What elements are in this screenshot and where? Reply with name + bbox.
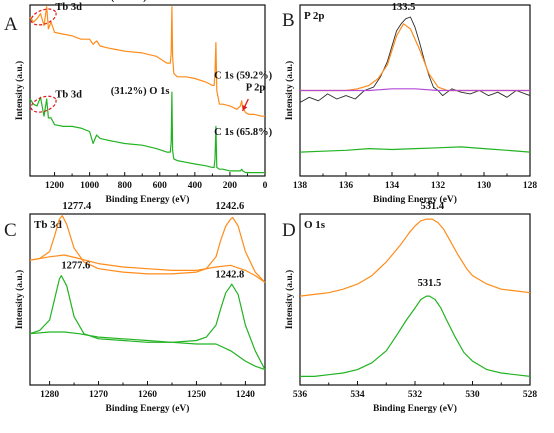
series-line-b-3 [300, 88, 530, 92]
panel-c: Tb 3d 1280 1270 1260 1250 1240 Binding Energy … [14, 201, 266, 414]
x-axis-label-c: Binding Energy (eV) [106, 403, 190, 414]
panel-label-d: D [282, 220, 296, 241]
x-tick-label-a: 0 [263, 181, 268, 191]
series-line-a-2 [29, 91, 265, 174]
annotation-c-3: 1277.6 [61, 261, 90, 272]
x-tick-label-c: 1260 [138, 390, 157, 400]
plot-frame-d [299, 213, 531, 386]
tb3d-highlight-ellipse-top [30, 8, 57, 26]
x-tick-label-c: 1250 [187, 390, 206, 400]
annotation-a-3: C 1s (59.2%) [214, 71, 273, 82]
annotation-b-1: 133.5 [392, 2, 416, 13]
panel-b: P 2p 138 136 134 132 130 128 Binding Energy (eV… [284, 2, 537, 205]
series-line-b-2 [300, 23, 530, 92]
series-line-b-1 [299, 16, 531, 103]
plot-frame-c [29, 213, 266, 386]
y-axis-label-d: Intensity (a.u.) [284, 270, 295, 329]
annotation-a-4: P 2p [246, 83, 266, 94]
x-tick-label-d: 528 [523, 390, 538, 400]
annotation-a-6: (31.2%) O 1s [111, 86, 170, 97]
x-axis-label-a: Binding Energy (eV) [106, 194, 190, 205]
annotation-a-1: Tb 3d [55, 2, 82, 13]
annotation-d-1: 531.4 [420, 201, 444, 212]
annotation-a-2: (35.2%) O 1s [111, 0, 170, 3]
x-tick-label-a: 400 [188, 181, 203, 191]
x-tick-label-b: 138 [293, 181, 308, 191]
x-axis-label-d: Binding Energy (eV) [373, 403, 457, 414]
x-tick-label-c: 1270 [89, 390, 108, 400]
y-axis-label-c: Intensity (a.u.) [14, 270, 25, 329]
x-tick-label-b: 134 [385, 181, 400, 191]
x-tick-label-c: 1240 [236, 390, 255, 400]
panel-d: O 1s 536 534 532 530 528 Binding Energy (eV) In… [284, 201, 537, 414]
x-tick-label-d: 536 [293, 390, 308, 400]
panel-label-b: B [282, 10, 295, 31]
annotation-d-2: 531.5 [418, 278, 442, 289]
x-tick-label-b: 132 [431, 181, 446, 191]
x-tick-label-c: 1280 [40, 390, 59, 400]
panel-label-a: A [4, 14, 18, 35]
annotation-a-7: C 1s (65.8%) [214, 127, 273, 138]
x-tick-label-b: 128 [523, 181, 538, 191]
y-axis-label-b: Intensity (a.u.) [284, 61, 295, 120]
tb3d-highlight-ellipse-bottom [30, 95, 57, 113]
annotation-c-1: 1277.4 [62, 201, 92, 212]
y-axis-label-a: Intensity (a.u.) [14, 61, 25, 120]
x-tick-label-b: 136 [339, 181, 354, 191]
panel-title-d: O 1s [304, 219, 326, 231]
series-line-c-4 [29, 331, 266, 371]
panel-title-b: P 2p [304, 10, 324, 22]
series-line-d-1 [299, 218, 531, 297]
annotation-c-2: 1242.6 [215, 201, 244, 212]
x-axis-label-b: Binding Energy (eV) [373, 194, 457, 205]
x-tick-label-a: 200 [223, 181, 238, 191]
series-line-c-1 [29, 215, 266, 283]
x-tick-label-b: 130 [477, 181, 492, 191]
series-line-a-1 [29, 6, 265, 117]
panel-label-c: C [4, 220, 17, 241]
series-line-b-4 [299, 146, 531, 153]
plot-frame-a [29, 4, 266, 177]
x-tick-label-d: 532 [408, 390, 423, 400]
series-line-c-3 [29, 275, 266, 370]
x-tick-label-d: 530 [465, 390, 480, 400]
annotation-c-4: 1242.8 [215, 269, 244, 280]
annotation-a-5: Tb 3d [55, 89, 82, 100]
panel-title-c: Tb 3d [34, 219, 62, 231]
x-tick-label-a: 800 [118, 181, 133, 191]
x-tick-label-a: 1200 [45, 181, 64, 191]
p2p-arrow-head [242, 105, 248, 112]
x-tick-label-a: 1000 [80, 181, 99, 191]
x-tick-label-d: 534 [350, 390, 365, 400]
series-line-c-2 [29, 254, 266, 283]
x-tick-label-a: 600 [153, 181, 168, 191]
panel-a: 1200 1000 800 600 400 200 0 Binding Energy (eV)… [14, 0, 273, 205]
series-line-d-2 [300, 295, 531, 377]
